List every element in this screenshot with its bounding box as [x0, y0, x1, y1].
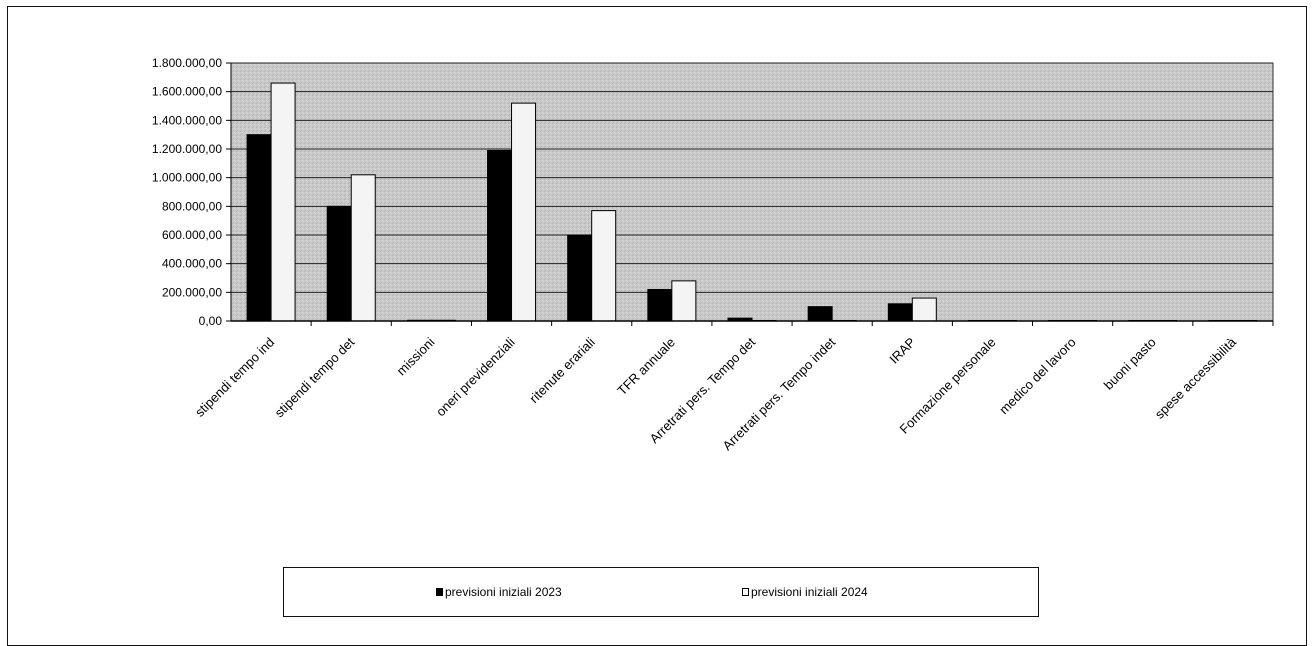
y-tick-label: 1.800.000,00: [152, 56, 222, 70]
bar-2024: [591, 210, 617, 322]
y-tick-label: 800.000,00: [162, 199, 222, 213]
bar-2023: [487, 149, 513, 322]
y-tick-label: 1.400.000,00: [152, 113, 222, 127]
x-category-label: oneri previdenziali: [433, 334, 518, 419]
legend-swatch-2024: [742, 588, 749, 596]
legend: previsioni iniziali 2023 previsioni iniz…: [283, 567, 1039, 617]
y-tick-label: 200.000,00: [162, 285, 222, 299]
axes: [226, 62, 1274, 326]
gridlines: [231, 62, 1273, 293]
y-tick-label: 0,00: [199, 314, 223, 328]
y-tick-label: 1.600.000,00: [152, 85, 222, 99]
legend-label-2024: previsioni iniziali 2024: [751, 585, 868, 599]
bar-2023: [807, 306, 833, 322]
legend-label-2023: previsioni iniziali 2023: [445, 585, 562, 599]
y-tick-label: 1.200.000,00: [152, 142, 222, 156]
bar-2024: [511, 102, 537, 322]
legend-swatch-2023: [436, 588, 443, 596]
bar-2023: [246, 134, 272, 322]
bar-2023: [326, 205, 352, 322]
bar-2024: [911, 297, 937, 322]
x-category-label: buoni pasto: [1101, 335, 1159, 393]
bar-2023: [567, 234, 593, 322]
y-tick-label: 600.000,00: [162, 228, 222, 242]
legend-item-2024: previsioni iniziali 2024: [742, 585, 868, 599]
chart-frame: 0,00 200.000,00 400.000,00 600.000,00 800.00…: [7, 6, 1307, 646]
x-category-label: spese accessibilità: [1152, 334, 1240, 422]
x-category-label: IRAP: [886, 335, 918, 367]
plot-area: [230, 62, 1274, 322]
y-tick-label: 400.000,00: [162, 257, 222, 271]
x-category-label: TFR annuale: [614, 335, 678, 399]
x-category-label: stipendi tempo ind: [192, 335, 277, 420]
bar-2024: [671, 280, 697, 322]
bar-2023: [887, 303, 913, 322]
x-category-label: stipendi tempo det: [272, 334, 358, 420]
x-category-label: medico del lavoro: [996, 335, 1079, 418]
x-category-label: ritenute erariali: [526, 334, 597, 405]
bar-2023: [647, 288, 673, 322]
x-category-label: missioni: [394, 334, 438, 378]
legend-item-2023: previsioni iniziali 2023: [436, 585, 562, 599]
bar-2024: [270, 82, 296, 322]
bar-chart: 0,00 200.000,00 400.000,00 600.000,00 800.00…: [152, 56, 1274, 453]
y-tick-labels: 0,00 200.000,00 400.000,00 600.000,00 800.00…: [152, 56, 222, 328]
bars: [246, 82, 1258, 322]
bar-2024: [350, 174, 376, 322]
y-tick-label: 1.000.000,00: [152, 171, 222, 185]
